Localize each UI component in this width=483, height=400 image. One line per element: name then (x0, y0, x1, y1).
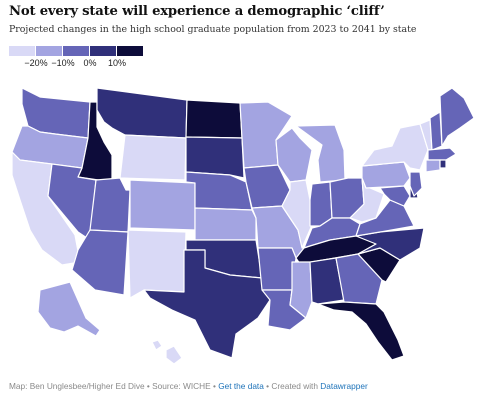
legend-tick-label: 10% (107, 58, 127, 68)
us-choropleth-map (0, 70, 483, 375)
legend-tick-label: 0% (83, 58, 97, 68)
legend-swatch-1 (9, 46, 35, 56)
footer-separator: • Created with (266, 381, 318, 391)
state-new-hampshire[interactable] (429, 111, 443, 151)
state-georgia[interactable] (335, 253, 383, 305)
legend-swatch-5 (117, 46, 143, 56)
map-subtitle: Projected changes in the high school gra… (9, 24, 417, 35)
map-title: Not every state will experience a demogr… (9, 4, 385, 19)
state-alabama[interactable] (309, 257, 345, 305)
state-wyoming[interactable] (119, 134, 187, 181)
state-alaska[interactable] (37, 281, 101, 337)
state-rhode-island[interactable] (439, 159, 447, 169)
state-colorado[interactable] (129, 179, 196, 231)
state-wisconsin[interactable] (275, 127, 313, 183)
state-illinois[interactable] (281, 179, 313, 249)
state-maryland[interactable] (379, 185, 411, 207)
state-maine[interactable] (439, 87, 475, 147)
state-montana[interactable] (96, 87, 188, 139)
state-north-dakota[interactable] (185, 99, 243, 139)
state-idaho[interactable] (77, 101, 113, 183)
state-hawaii[interactable] (151, 339, 183, 365)
state-new-york[interactable] (361, 123, 429, 171)
state-west-virginia[interactable] (349, 177, 385, 223)
legend-tick-label: −20% (24, 58, 48, 68)
state-north-carolina[interactable] (355, 227, 425, 261)
state-kansas[interactable] (194, 207, 257, 241)
state-virginia[interactable] (355, 199, 415, 237)
legend-swatch-2 (36, 46, 62, 56)
state-south-dakota[interactable] (185, 136, 245, 179)
color-legend: −20% −10% 0% 10% (9, 46, 149, 70)
footer-source: Map: Ben Unglesbee/Higher Ed Dive • Sour… (9, 381, 216, 391)
legend-tick-label: −10% (51, 58, 75, 68)
state-arizona[interactable] (71, 229, 129, 296)
state-new-mexico[interactable] (127, 229, 187, 299)
datawrapper-link[interactable]: Datawrapper (320, 381, 368, 391)
state-indiana[interactable] (309, 181, 333, 227)
state-texas[interactable] (143, 249, 271, 359)
get-the-data-link[interactable]: Get the data (218, 381, 264, 391)
legend-swatch-4 (90, 46, 116, 56)
legend-swatch-3 (63, 46, 89, 56)
state-new-jersey[interactable] (409, 171, 423, 197)
map-footer: Map: Ben Unglesbee/Higher Ed Dive • Sour… (9, 381, 368, 391)
state-arkansas[interactable] (257, 247, 297, 291)
state-connecticut[interactable] (425, 159, 441, 173)
state-massachusetts[interactable] (427, 147, 457, 161)
state-florida[interactable] (317, 301, 405, 361)
state-utah[interactable] (89, 177, 131, 233)
state-california[interactable] (11, 151, 81, 266)
